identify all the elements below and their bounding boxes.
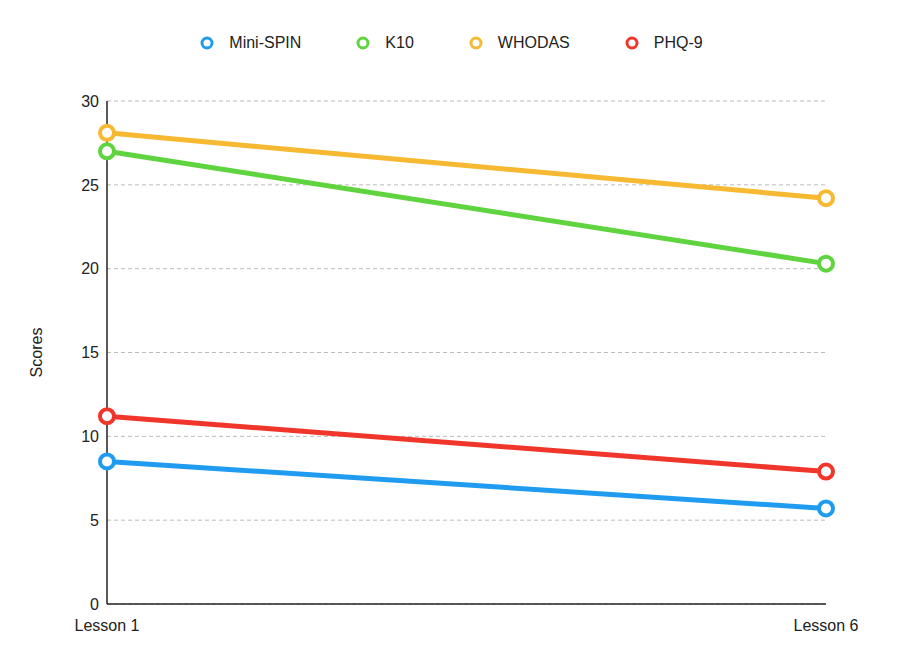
- svg-text:Scores: Scores: [28, 328, 45, 378]
- svg-text:10: 10: [81, 428, 99, 445]
- svg-text:30: 30: [81, 93, 99, 110]
- html-text:WHODAS: WHODAS: [497, 34, 570, 51]
- html-text:Mini-SPIN: Mini-SPIN: [229, 34, 302, 51]
- svg-text:Lesson 6: Lesson 6: [794, 617, 859, 634]
- html-text:K10: K10: [385, 34, 414, 51]
- html-text:PHQ-9: PHQ-9: [653, 34, 703, 51]
- svg-text:0: 0: [90, 596, 99, 613]
- svg-text:Lesson 1: Lesson 1: [75, 617, 140, 634]
- svg-text:15: 15: [81, 344, 99, 361]
- svg-text:20: 20: [81, 260, 99, 277]
- svg-text:25: 25: [81, 177, 99, 194]
- svg-text:5: 5: [90, 512, 99, 529]
